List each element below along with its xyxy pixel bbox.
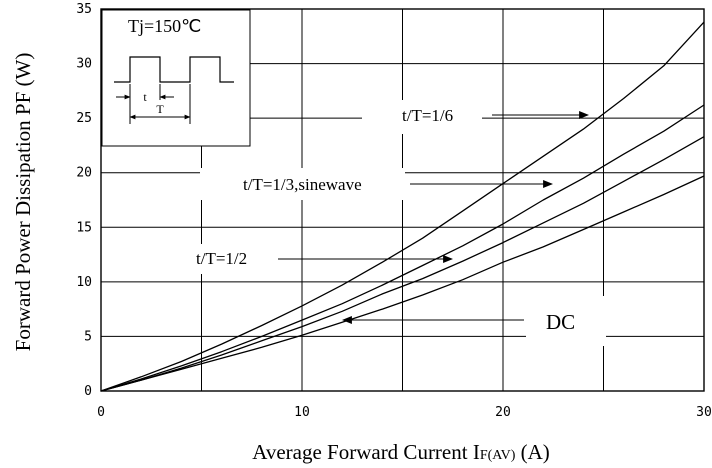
y-tick-label: 30 bbox=[76, 57, 92, 72]
x-tick-label: 30 bbox=[696, 405, 712, 420]
x-axis-title: Average Forward Current IF(AV) (A) bbox=[252, 440, 550, 464]
y-tick-label: 5 bbox=[84, 329, 92, 344]
plot-border bbox=[100, 8, 705, 392]
series-line-1 bbox=[100, 104, 705, 392]
curves bbox=[100, 21, 705, 392]
series-line-3 bbox=[100, 175, 705, 392]
x-tick-label: 10 bbox=[294, 405, 310, 420]
tick-labels: 0 10 20 30 0 5 10 15 20 25 30 35 bbox=[76, 2, 711, 420]
label-t-T-1-2: t/T=1/2 bbox=[196, 249, 247, 268]
y-tick-label: 25 bbox=[76, 111, 92, 126]
y-tick-label: 20 bbox=[76, 166, 92, 181]
y-tick-label: 0 bbox=[84, 384, 92, 399]
pulse-waveform bbox=[114, 56, 234, 83]
label-t-T-1-6: t/T=1/6 bbox=[402, 106, 453, 125]
series-line-0 bbox=[100, 21, 705, 392]
y-tick-label: 35 bbox=[76, 2, 92, 17]
plot-frame bbox=[100, 8, 705, 392]
label-dc: DC bbox=[546, 310, 575, 334]
inset-waveform-box: Tj=150℃ t T bbox=[101, 9, 251, 147]
y-tick-label: 15 bbox=[76, 220, 92, 235]
x-tick-label: 0 bbox=[97, 405, 105, 420]
y-tick-label: 10 bbox=[76, 275, 92, 290]
T-label: T bbox=[156, 102, 164, 116]
x-tick-label: 20 bbox=[495, 405, 511, 420]
annotations: t/T=1/6 t/T=1/3,sinewave t/T=1/2 DC bbox=[190, 100, 606, 346]
inset-title: Tj=150℃ bbox=[128, 16, 201, 36]
label-t-T-1-3-sinewave: t/T=1/3,sinewave bbox=[243, 175, 362, 194]
y-axis-title: Forward Power Dissipation PF (W) bbox=[11, 53, 35, 352]
t-label: t bbox=[143, 90, 147, 104]
series-line-2 bbox=[100, 136, 705, 392]
